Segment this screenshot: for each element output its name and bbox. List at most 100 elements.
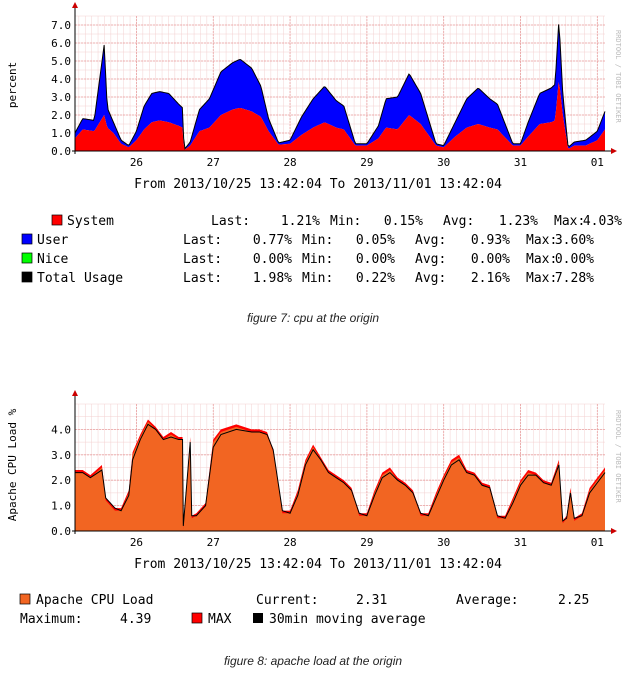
legend-name: Total Usage [37,271,123,286]
x-tick-label: 27 [207,156,220,169]
apache-figure: Apache CPU Load % RRDTOOL / TOBI OETIKER… [0,380,626,630]
legend-name: System [67,214,114,229]
y-tick-label: 5.0 [51,55,71,68]
legend-max: Max: [526,252,557,267]
series-area-system [75,82,605,151]
date-range-label: From 2013/10/25 13:42:04 To 2013/11/01 1… [134,557,502,572]
legend-swatch [21,252,33,264]
legend-last-val: 0.77% [253,233,292,248]
y-tick-label: 4.0 [51,423,71,436]
x-tick-label: 30 [437,156,450,169]
legend-min-val: 0.15% [384,214,423,229]
legend-avg: Avg: [415,252,446,267]
legend-min: Min: [302,252,333,267]
y-tick-label: 1.0 [51,500,71,513]
legend-last: Last: [211,214,250,229]
legend-last-val: 0.00% [253,252,292,267]
legend-swatch [51,214,63,226]
x-tick-label: 29 [360,536,373,549]
y-tick-label: 3.0 [51,91,71,104]
legend-name: Nice [37,252,68,267]
y-tick-label: 2.0 [51,474,71,487]
legend-max-val: 4.03% [583,214,622,229]
cpu-chart: percent RRDTOOL / TOBI OETIKER 26 27 28 29 3… [0,0,626,300]
y-tick-label: 3.0 [51,449,71,462]
x-tick-label: 26 [130,156,143,169]
legend-avg-val: 1.23% [499,214,538,229]
y-tick-label: 0.0 [51,145,71,158]
legend-name: User [37,233,68,248]
x-tick-label: 01 [591,536,604,549]
series-area-apache-load [75,421,605,531]
legend-swatch-apache-load [19,593,31,605]
y-axis-arrow [72,2,78,8]
legend-current-value: 2.31 [356,593,387,608]
legend-max: Max: [526,233,557,248]
watermark: RRDTOOL / TOBI OETIKER [614,30,622,124]
legend-min-val: 0.22% [356,271,395,286]
x-axis-arrow [611,528,617,534]
legend-min: Min: [302,233,333,248]
legend-average-value: 2.25 [558,593,589,608]
legend-min: Min: [302,271,333,286]
legend-avg-val: 0.00% [471,252,510,267]
legend-avg-val: 0.93% [471,233,510,248]
x-tick-label: 30 [437,536,450,549]
legend-maximum-label: Maximum: [20,612,83,627]
legend-max: Max: [554,214,585,229]
legend-maximum-value: 4.39 [120,612,151,627]
figure-7-caption: figure 7: cpu at the origin [246,311,380,325]
x-tick-label: 26 [130,536,143,549]
legend-swatch [21,271,33,283]
x-tick-label: 01 [591,156,604,169]
legend-swatch-max [191,612,203,624]
y-tick-label: 7.0 [51,19,71,32]
series-line-total-usage [74,24,606,150]
legend-label-moving-average: 30min moving average [269,612,426,627]
legend-label-apache-load: Apache CPU Load [36,593,153,608]
x-tick-label: 27 [207,536,220,549]
y-tick-label: 2.0 [51,109,71,122]
y-tick-label: 4.0 [51,73,71,86]
x-tick-label: 28 [283,156,296,169]
legend-swatch [21,233,33,245]
legend-avg: Avg: [443,214,474,229]
y-tick-label: 6.0 [51,37,71,50]
x-tick-label: 31 [514,536,527,549]
figure-8-caption: figure 8: apache load at the origin [223,654,403,668]
legend-average-label: Average: [456,593,519,608]
legend-current-label: Current: [256,593,319,608]
legend-max-val: 0.00% [555,252,594,267]
y-axis-arrow [72,390,78,396]
legend-max: Max: [526,271,557,286]
cpu-figure: percent RRDTOOL / TOBI OETIKER 26 27 28 29 3… [0,0,626,300]
series-area-user [75,24,605,150]
legend-avg-val: 2.16% [471,271,510,286]
y-tick-label: 0.0 [51,525,71,538]
legend-max-val: 3.60% [555,233,594,248]
x-tick-label: 31 [514,156,527,169]
legend-avg: Avg: [415,271,446,286]
apache-chart: Apache CPU Load % RRDTOOL / TOBI OETIKER… [0,380,626,630]
date-range-label: From 2013/10/25 13:42:04 To 2013/11/01 1… [134,177,502,192]
legend-swatch-moving-average [253,613,263,623]
legend-min: Min: [330,214,361,229]
legend-last: Last: [183,252,222,267]
x-tick-label: 29 [360,156,373,169]
legend-last-val: 1.21% [281,214,320,229]
y-axis-label: percent [6,62,19,108]
legend-min-val: 0.05% [356,233,395,248]
y-tick-label: 1.0 [51,127,71,140]
legend-last-val: 1.98% [253,271,292,286]
legend-last: Last: [183,271,222,286]
x-axis-arrow [611,148,617,154]
legend-max-val: 7.28% [555,271,594,286]
y-axis-label: Apache CPU Load % [6,408,19,521]
series-line-moving-average [75,423,606,526]
legend-label-max: MAX [208,612,232,627]
x-tick-label: 28 [283,536,296,549]
legend-min-val: 0.00% [356,252,395,267]
legend-avg: Avg: [415,233,446,248]
watermark: RRDTOOL / TOBI OETIKER [614,410,622,504]
legend-last: Last: [183,233,222,248]
